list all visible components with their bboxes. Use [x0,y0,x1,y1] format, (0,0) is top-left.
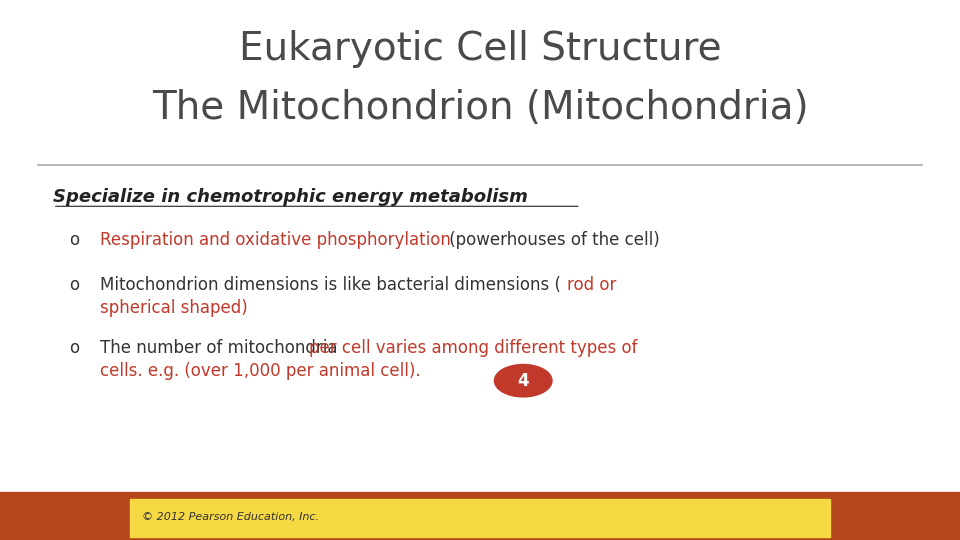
Text: o: o [69,276,80,294]
Text: spherical shaped): spherical shaped) [100,299,248,317]
Text: 4: 4 [517,372,529,390]
Text: Respiration and oxidative phosphorylation: Respiration and oxidative phosphorylatio… [100,231,450,249]
Text: The Mitochondrion (Mitochondria): The Mitochondrion (Mitochondria) [152,89,808,127]
Bar [0,492,960,540]
Text: o: o [69,339,80,357]
Text: rod or: rod or [567,276,616,294]
Text: Mitochondrion dimensions is like bacterial dimensions (: Mitochondrion dimensions is like bacteri… [100,276,561,294]
Text: cells. e.g. (over 1,000 per animal cell).: cells. e.g. (over 1,000 per animal cell)… [100,362,420,380]
Text: © 2012 Pearson Education, Inc.: © 2012 Pearson Education, Inc. [142,512,319,522]
Text: Specialize in chemotrophic energy metabolism: Specialize in chemotrophic energy metabo… [53,188,528,206]
Text: Eukaryotic Cell Structure: Eukaryotic Cell Structure [239,30,721,68]
Text: per cell varies among different types of: per cell varies among different types of [309,339,637,357]
Text: o: o [69,231,80,249]
Text: (powerhouses of the cell): (powerhouses of the cell) [444,231,660,249]
Text: The number of mitochondria: The number of mitochondria [100,339,337,357]
Bar [130,499,830,537]
Circle shape [494,364,552,397]
